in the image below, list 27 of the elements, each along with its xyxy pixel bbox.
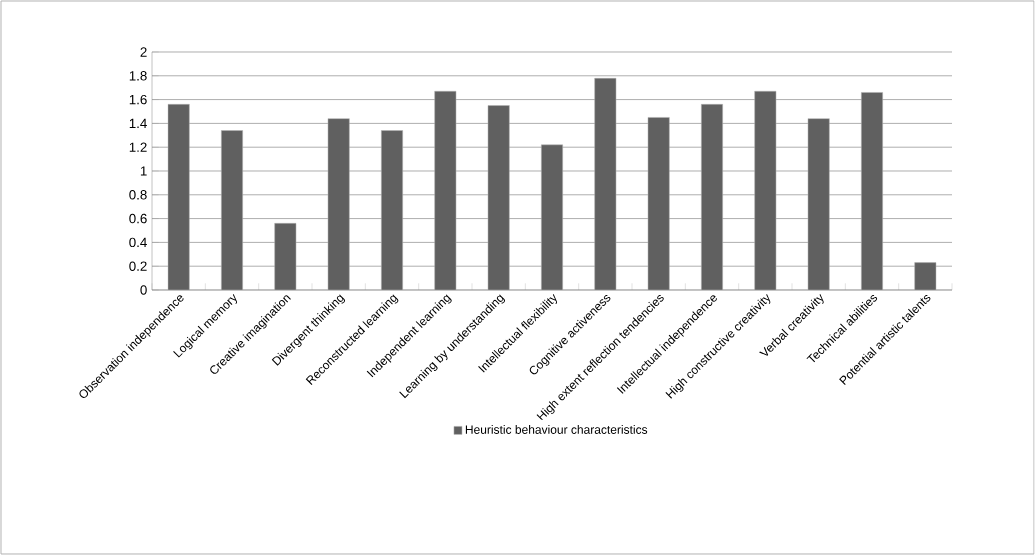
y-tick-label: 1 (140, 166, 147, 176)
bar (434, 90, 457, 290)
bar (541, 144, 563, 290)
y-tick-label: 2 (140, 47, 147, 57)
y-tick-label: 0.6 (129, 213, 147, 224)
bar (914, 262, 937, 290)
y-tick-label: 0.2 (129, 261, 147, 271)
bar (381, 130, 403, 290)
y-tick-label: 1.8 (129, 71, 147, 81)
y-tick-label: 0.4 (129, 237, 147, 248)
bar (274, 223, 297, 290)
y-tick-label: 0.8 (129, 190, 147, 200)
bar (221, 130, 243, 290)
bar (594, 77, 617, 290)
bar (167, 104, 190, 290)
bar (861, 92, 883, 290)
y-tick-label: 1.2 (129, 142, 147, 152)
legend-label: Heuristic behaviour characteristics (465, 425, 648, 434)
bar (701, 104, 723, 290)
y-tick-label: 1.4 (129, 118, 147, 128)
bar (754, 90, 777, 290)
y-tick-label: 1.6 (129, 94, 147, 105)
bar (327, 118, 350, 290)
y-tick-label: 0 (140, 285, 147, 295)
bar (647, 117, 670, 290)
bar (807, 118, 830, 290)
bar (487, 105, 510, 290)
